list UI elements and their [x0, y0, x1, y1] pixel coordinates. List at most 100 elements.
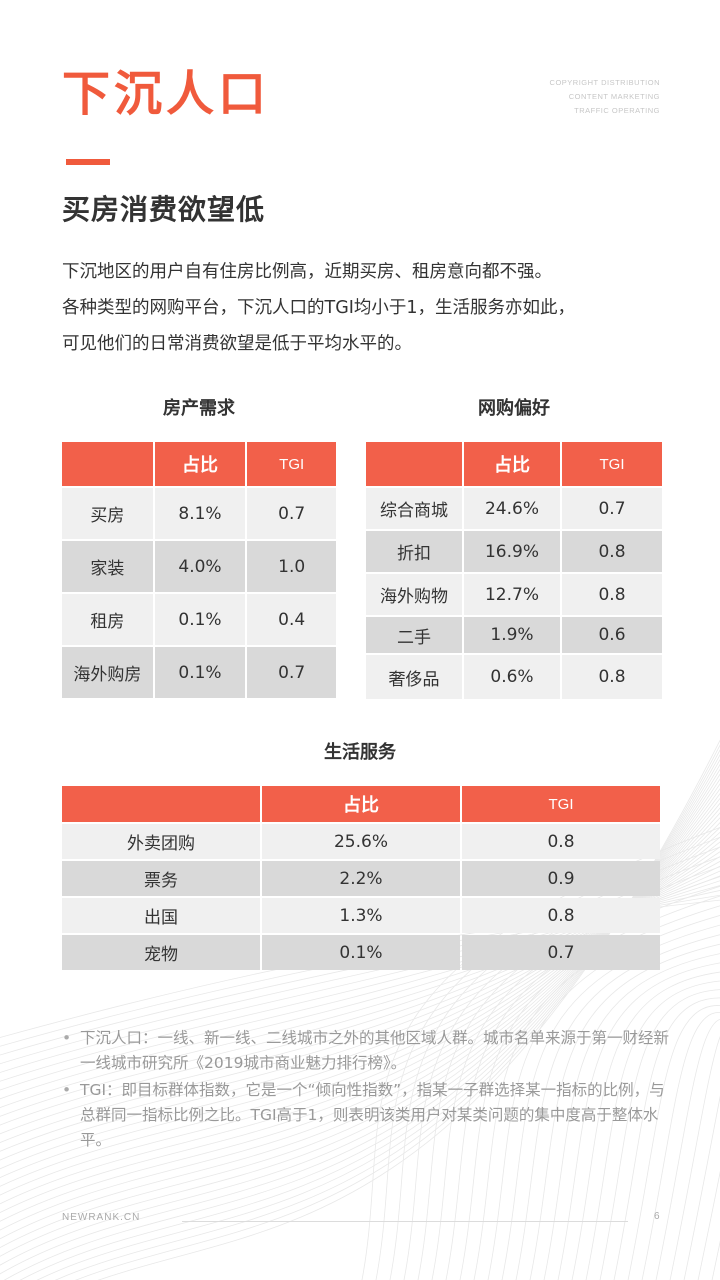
table-row: 出国 1.3% 0.8	[62, 898, 660, 933]
row-label: 二手	[366, 617, 462, 653]
header-cell: TGI	[562, 442, 662, 486]
shopping-table: 占比 TGI 综合商城 24.6% 0.7 折扣 16.9% 0.8 海外购物 …	[364, 440, 664, 701]
tgi-cell: 0.8	[462, 824, 660, 859]
share-cell: 0.1%	[154, 647, 246, 698]
share-cell: 16.9%	[464, 531, 560, 572]
intro-line: 下沉地区的用户自有住房比例高，近期买房、租房意向都不强。	[62, 262, 552, 282]
tgi-cell: 0.7	[462, 935, 660, 970]
share-cell: 8.1%	[154, 488, 246, 539]
table-row: 票务 2.2% 0.9	[62, 861, 660, 896]
background-wave-line	[669, 1036, 720, 1280]
footnote-text: TGI：即目标群体指数，它是一个“倾向性指数”，指某一子群选择某一指标的比例，与…	[80, 1081, 665, 1149]
table-row: 折扣 16.9% 0.8	[366, 531, 662, 572]
background-wave-line	[613, 997, 720, 1280]
header-cell: 占比	[262, 786, 460, 822]
background-wave-line	[529, 943, 720, 1280]
title-accent-bar	[66, 159, 110, 165]
background-wave-line	[0, 778, 720, 1257]
share-cell: 4.0%	[154, 541, 246, 592]
row-label: 出国	[62, 898, 260, 933]
services-table-caption: 生活服务	[324, 742, 396, 763]
share-cell: 12.7%	[464, 574, 560, 615]
shopping-table-caption: 网购偏好	[478, 398, 550, 419]
row-label: 家装	[62, 541, 153, 592]
table-row: 海外购物 12.7% 0.8	[366, 574, 662, 615]
row-label: 租房	[62, 594, 153, 645]
background-wave-line	[683, 1095, 720, 1280]
header-cell: 占比	[154, 442, 246, 486]
bullet-icon: •	[62, 1081, 72, 1099]
background-wave-line	[0, 773, 720, 1266]
footer-divider	[182, 1221, 628, 1222]
tgi-cell: 0.8	[462, 898, 660, 933]
header-cell	[366, 442, 462, 486]
background-wave-line	[599, 989, 720, 1280]
header-cell	[62, 442, 153, 486]
share-cell: 2.2%	[262, 861, 460, 896]
background-wave-line	[543, 953, 720, 1280]
header-cell	[62, 786, 260, 822]
tgi-cell: 0.8	[562, 655, 662, 699]
footnote-text: 下沉人口：一线、新一线、二线城市之外的其他区域人群。城市名单来源于第一财经新一线…	[80, 1029, 670, 1072]
table-row: 二手 1.9% 0.6	[366, 617, 662, 653]
share-cell: 0.1%	[154, 594, 246, 645]
footnote-item: • 下沉人口：一线、新一线、二线城市之外的其他区域人群。城市名单来源于第一财经新…	[60, 1026, 670, 1076]
housing-table-block: 房产需求 占比 TGI 买房 8.1% 0.7 家装 4.0% 1.0 租房	[60, 396, 338, 700]
background-wave-line	[557, 962, 720, 1280]
table-row: 宠物 0.1% 0.7	[62, 935, 660, 970]
row-label: 海外购物	[366, 574, 462, 615]
intro-paragraph: 下沉地区的用户自有住房比例高，近期买房、租房意向都不强。 各种类型的网购平台，下…	[62, 254, 682, 362]
background-wave-line	[697, 1170, 720, 1280]
table-header-row: 占比 TGI	[62, 786, 660, 822]
page-title: 下沉人口	[62, 66, 271, 122]
table-row: 租房 0.1% 0.4	[62, 594, 336, 645]
copyright-line: TRAFFIC OPERATING	[574, 106, 660, 115]
table-header-row: 占比 TGI	[366, 442, 662, 486]
row-label: 买房	[62, 488, 153, 539]
intro-line: 各种类型的网购平台，下沉人口的TGI均小于1，生活服务亦如此，	[62, 298, 576, 318]
row-label: 综合商城	[366, 488, 462, 529]
tgi-cell: 0.9	[462, 861, 660, 896]
background-wave-line	[711, 1240, 720, 1280]
share-cell: 1.3%	[262, 898, 460, 933]
background-wave-line	[627, 1005, 720, 1280]
table-row: 综合商城 24.6% 0.7	[366, 488, 662, 529]
services-table-block: 生活服务 占比 TGI 外卖团购 25.6% 0.8 票务 2.2% 0.9 出…	[60, 740, 662, 972]
intro-line: 可见他们的日常消费欲望是低于平均水平的。	[62, 334, 412, 354]
row-label: 票务	[62, 861, 260, 896]
tgi-cell: 0.4	[247, 594, 336, 645]
table-row: 奢侈品 0.6% 0.8	[366, 655, 662, 699]
header-cell: TGI	[247, 442, 336, 486]
share-cell: 0.1%	[262, 935, 460, 970]
tgi-cell: 0.7	[562, 488, 662, 529]
copyright-tagline: COPYRIGHT DISTRIBUTION CONTENT MARKETING…	[550, 76, 660, 118]
tgi-cell: 1.0	[247, 541, 336, 592]
copyright-line: CONTENT MARKETING	[568, 92, 660, 101]
background-wave-line	[655, 1019, 720, 1280]
row-label: 奢侈品	[366, 655, 462, 699]
services-table: 占比 TGI 外卖团购 25.6% 0.8 票务 2.2% 0.9 出国 1.3…	[60, 784, 662, 972]
copyright-line: COPYRIGHT DISTRIBUTION	[549, 78, 660, 87]
share-cell: 1.9%	[464, 617, 560, 653]
housing-table-caption: 房产需求	[163, 398, 235, 419]
share-cell: 24.6%	[464, 488, 560, 529]
background-wave-line	[641, 1012, 720, 1280]
row-label: 宠物	[62, 935, 260, 970]
tgi-cell: 0.6	[562, 617, 662, 653]
row-label: 海外购房	[62, 647, 153, 698]
table-row: 海外购房 0.1% 0.7	[62, 647, 336, 698]
housing-table: 占比 TGI 买房 8.1% 0.7 家装 4.0% 1.0 租房 0.1% 0…	[60, 440, 338, 700]
tgi-cell: 0.7	[247, 488, 336, 539]
background-wave-line	[571, 971, 720, 1280]
share-cell: 25.6%	[262, 824, 460, 859]
background-wave-line	[585, 980, 720, 1280]
tgi-cell: 0.7	[247, 647, 336, 698]
tgi-cell: 0.8	[562, 531, 662, 572]
bullet-icon: •	[62, 1029, 72, 1047]
row-label: 折扣	[366, 531, 462, 572]
shopping-table-block: 网购偏好 占比 TGI 综合商城 24.6% 0.7 折扣 16.9% 0.8 …	[364, 396, 664, 701]
footnote-item: • TGI：即目标群体指数，它是一个“倾向性指数”，指某一子群选择某一指标的比例…	[60, 1078, 670, 1153]
footnotes: • 下沉人口：一线、新一线、二线城市之外的其他区域人群。城市名单来源于第一财经新…	[60, 1026, 670, 1155]
table-row: 买房 8.1% 0.7	[62, 488, 336, 539]
table-row: 外卖团购 25.6% 0.8	[62, 824, 660, 859]
